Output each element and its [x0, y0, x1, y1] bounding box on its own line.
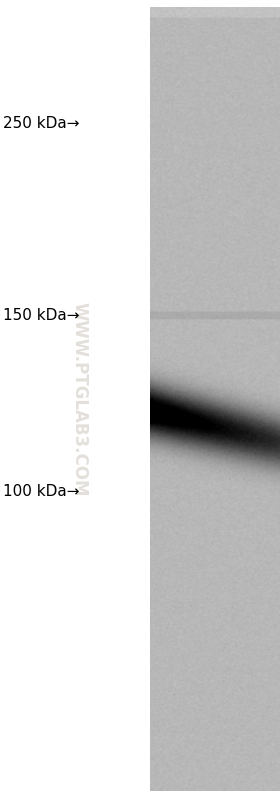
Text: WWW.PTGLAB3.COM: WWW.PTGLAB3.COM [71, 302, 89, 497]
Text: 150 kDa→: 150 kDa→ [3, 308, 79, 323]
Text: 250 kDa→: 250 kDa→ [3, 117, 79, 131]
Text: 100 kDa→: 100 kDa→ [3, 484, 79, 499]
